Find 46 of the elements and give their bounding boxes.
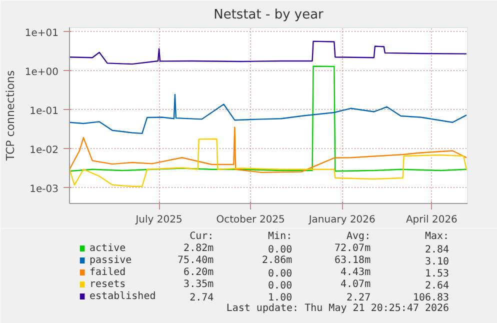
legend-label: failed — [90, 267, 126, 278]
text: 3.10 — [425, 256, 450, 268]
text: 0.00 — [268, 280, 292, 292]
text: Last update: Thu May 21 20:25:47 2026 — [226, 303, 450, 314]
chart-title: Netstat - by year — [214, 8, 324, 22]
x-tick-label: October 2025 — [216, 214, 285, 226]
x-tick-label: April 2026 — [406, 214, 458, 226]
line-series — [70, 138, 468, 187]
y-axis-title: TCP connections — [4, 70, 17, 162]
legend-label: active — [90, 243, 126, 254]
text: 1.00 — [268, 292, 292, 304]
text: 0.00 — [268, 268, 292, 280]
text: Max: — [425, 231, 450, 242]
x-tick-label: July 2025 — [134, 214, 182, 226]
y-tick-label: 1e-02 — [30, 144, 59, 156]
text: 106.83 — [412, 292, 450, 304]
x-tick-label: January 2026 — [308, 214, 376, 226]
text: 1.53 — [425, 268, 450, 280]
text: Cur: — [190, 231, 214, 242]
y-tick-label: 1e+01 — [24, 28, 59, 39]
text: 3.35m — [184, 279, 214, 290]
line-series — [70, 94, 468, 134]
line-series — [70, 66, 468, 172]
y-tick-label: 1e-01 — [30, 106, 59, 117]
text: Avg: — [346, 231, 371, 242]
text: 72.07m — [334, 243, 371, 254]
text: 2.84 — [425, 244, 450, 256]
line-series — [70, 126, 468, 174]
legend-label: passive — [90, 255, 132, 266]
y-tick-label: 1e-03 — [30, 184, 59, 195]
y-tick-label: 1e+00 — [24, 66, 59, 78]
text: 4.43m — [340, 267, 371, 278]
legend-label: established — [90, 291, 156, 302]
text: 2.74 — [190, 292, 214, 304]
text: 63.18m — [334, 255, 371, 266]
text: Min: — [268, 231, 292, 242]
text: 0.00 — [268, 244, 292, 256]
text: 2.64 — [425, 280, 450, 292]
line-series — [70, 40, 468, 65]
legend-label: resets — [90, 279, 126, 290]
text: 2.27 — [346, 292, 371, 304]
text: 2.82m — [184, 243, 214, 254]
text: 4.07m — [340, 279, 371, 290]
text: 2.86m — [262, 255, 292, 266]
text: 6.20m — [184, 267, 214, 278]
text: 75.40m — [178, 255, 214, 266]
